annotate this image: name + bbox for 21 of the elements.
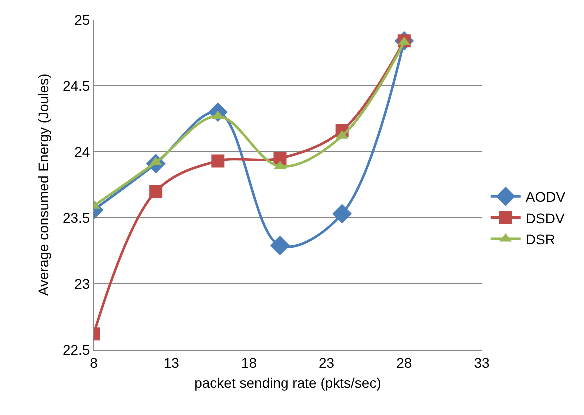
x-tick-label: 13 <box>164 354 180 371</box>
y-tick-label: 22.5 <box>62 342 90 358</box>
legend-label: DSDV <box>526 210 566 226</box>
y-tick-label: 25 <box>74 12 90 28</box>
point <box>212 154 225 168</box>
y-tick-label: 23 <box>74 276 90 292</box>
x-axis-title: packet sending rate (pkts/sec) <box>194 375 382 392</box>
x-tick-label: 8 <box>90 354 98 371</box>
legend-label: AODV <box>526 189 566 206</box>
point <box>270 236 290 256</box>
point <box>150 185 163 198</box>
y-axis-title: Average consumed Energy (Joules) <box>36 74 52 296</box>
x-tick-label: 28 <box>396 354 412 371</box>
x-tick-label: 33 <box>474 354 490 371</box>
point <box>332 204 352 224</box>
y-tick-label: 23.5 <box>62 210 90 226</box>
x-tick-label: 23 <box>319 354 335 371</box>
x-tick-label: 18 <box>241 354 258 371</box>
legend-label: DSR <box>526 231 556 248</box>
y-tick-label: 24 <box>74 144 90 160</box>
y-tick-label: 24.5 <box>62 78 90 94</box>
